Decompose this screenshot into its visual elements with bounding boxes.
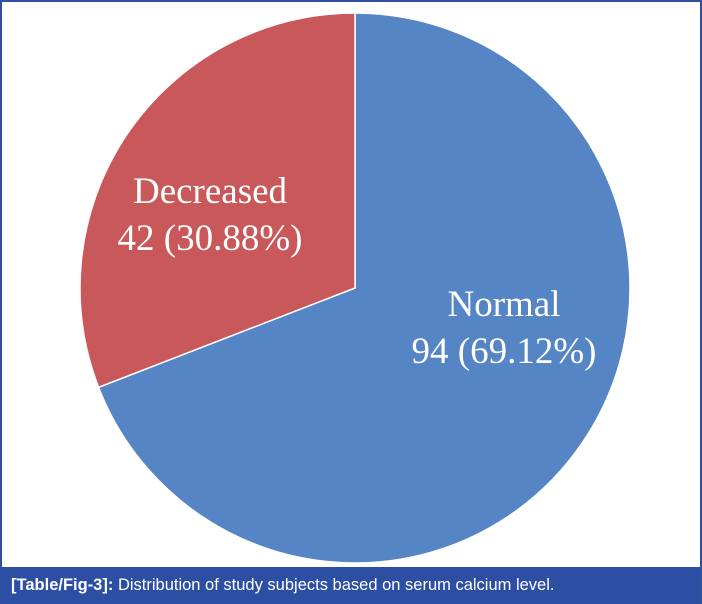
slice-value-label-normal: 94 (69.12%) [412, 331, 597, 372]
pie-slice-normal [97, 12, 631, 564]
slice-category-label-normal: Normal [447, 284, 560, 325]
slice-value-label-decreased: 42 (30.88%) [118, 218, 303, 259]
caption-reference: [Table/Fig-3]: [11, 576, 114, 594]
figure-caption: [Table/Fig-3]: Distribution of study sub… [2, 567, 700, 604]
caption-text: Distribution of study subjects based on … [113, 576, 555, 594]
pie-slice-decreased [79, 12, 356, 389]
pie-chart: Normal 94 (69.12%) Decreased 42 (30.88%) [4, 4, 702, 566]
pie-chart-svg: Normal 94 (69.12%) Decreased 42 (30.88%) [79, 12, 631, 564]
slice-category-label-decreased: Decreased [133, 171, 288, 212]
